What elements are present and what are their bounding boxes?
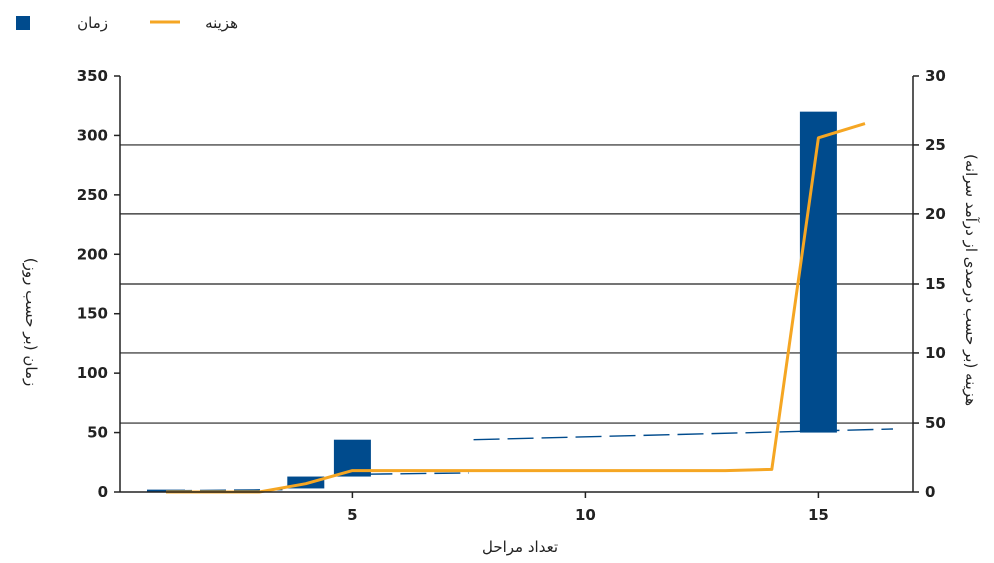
left-axis-title: زمان (بر حسب روز): [22, 258, 40, 386]
left-tick-label-5: 250: [77, 186, 108, 204]
x-tick-label-2: 15: [808, 506, 829, 524]
x-axis-title: تعداد مراحل: [482, 538, 558, 556]
right-tick-label-6: 30: [925, 67, 946, 85]
x-tick-label-1: 10: [575, 506, 596, 524]
legend-label-cost: هزینه: [205, 14, 238, 32]
left-tick-label-0: 0: [98, 483, 108, 501]
bar-3: [799, 111, 837, 433]
trend-segment-2: [473, 428, 893, 441]
legend-swatch-time: [16, 16, 30, 30]
left-tick-label-3: 150: [77, 305, 108, 323]
tick-labels: 0 50 100 150 200 250 300 350 0 50 10 15 20 25 30 5 10 15: [77, 67, 946, 524]
right-tick-label-2: 10: [925, 344, 946, 362]
right-tick-label-1: 50: [925, 414, 946, 432]
trend-segment-1: [366, 472, 469, 475]
right-tick-label-4: 20: [925, 205, 946, 223]
bars: [147, 111, 837, 492]
dashed-trend: [165, 428, 893, 492]
right-axis-title: هزینه (بر حسب درصدی از درآمد سرانه): [962, 154, 980, 406]
legend: زمان هزینه: [16, 14, 238, 32]
left-tick-label-7: 350: [77, 67, 108, 85]
gridlines: [120, 144, 913, 424]
left-tick-label-4: 200: [77, 245, 108, 263]
left-tick-label-6: 300: [77, 126, 108, 144]
x-tick-label-0: 5: [347, 506, 357, 524]
right-tick-label-3: 15: [925, 275, 946, 293]
right-tick-label-5: 25: [925, 136, 946, 154]
cost-line: [166, 122, 866, 494]
cost-series-line: [166, 122, 866, 494]
right-tick-label-0: 0: [925, 483, 935, 501]
legend-label-time: زمان: [77, 14, 108, 32]
left-tick-label-2: 100: [77, 364, 108, 382]
left-tick-label-1: 50: [87, 424, 108, 442]
